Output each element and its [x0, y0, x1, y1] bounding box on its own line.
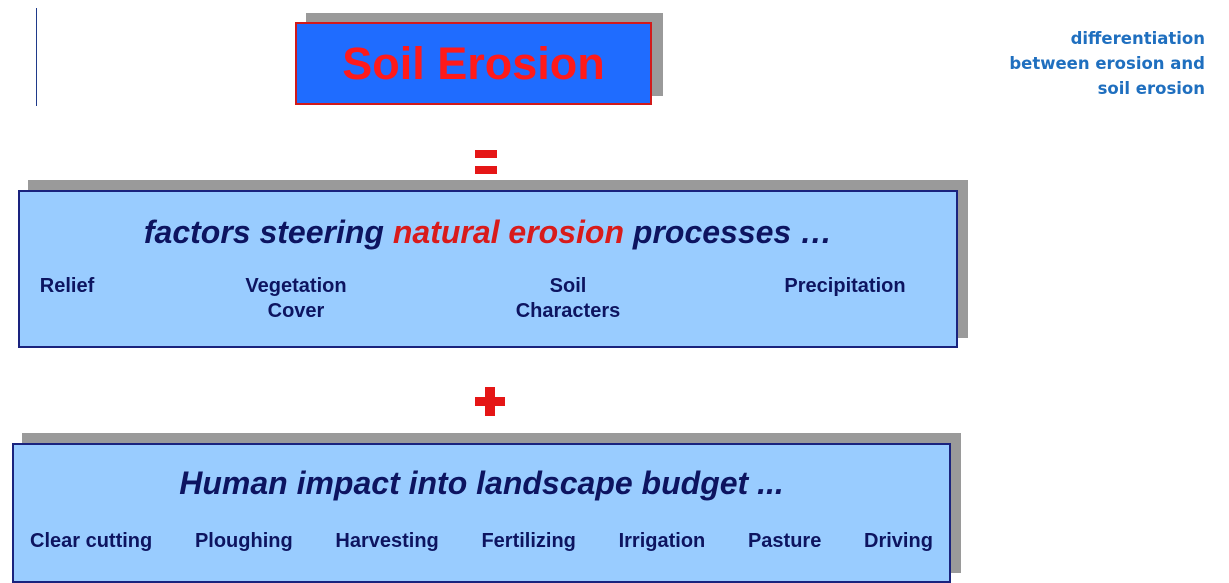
- factor: Vegetation Cover: [245, 275, 347, 322]
- title-box: Soil Erosion: [295, 22, 652, 105]
- heading-highlight: natural erosion: [392, 214, 624, 250]
- activity: Ploughing: [194, 530, 293, 552]
- activity: Fertilizing: [481, 530, 576, 552]
- human-impact-heading: Human impact into landscape budget ...: [179, 465, 784, 501]
- factor: Soil Characters: [515, 275, 621, 322]
- activity: Driving: [864, 530, 933, 552]
- activity: Harvesting: [335, 530, 439, 552]
- equals-bar: [475, 150, 497, 158]
- natural-factors-heading: factors steering natural erosion process…: [20, 214, 956, 251]
- human-impact-box: Human impact into landscape budget ... C…: [12, 443, 951, 583]
- heading-part: processes …: [624, 214, 833, 250]
- plus-sign: [485, 387, 495, 416]
- heading-part: factors steering: [143, 214, 393, 250]
- factor: Relief: [39, 275, 95, 297]
- title: Soil Erosion: [342, 37, 605, 89]
- activity: Irrigation: [618, 530, 706, 552]
- natural-factors-box: factors steering natural erosion process…: [18, 190, 958, 348]
- equals-bar: [475, 166, 497, 174]
- divider: [36, 8, 37, 106]
- activity: Pasture: [747, 530, 822, 552]
- activity: Clear cutting: [30, 530, 153, 552]
- activity-list: Clear cutting Ploughing Harvesting Fertiliz…: [30, 530, 933, 553]
- note: differentiation between erosion and soil…: [1009, 29, 1205, 98]
- factor: Precipitation: [784, 275, 906, 297]
- slide: Soil Erosion differentiation between ero…: [12, 8, 1205, 583]
